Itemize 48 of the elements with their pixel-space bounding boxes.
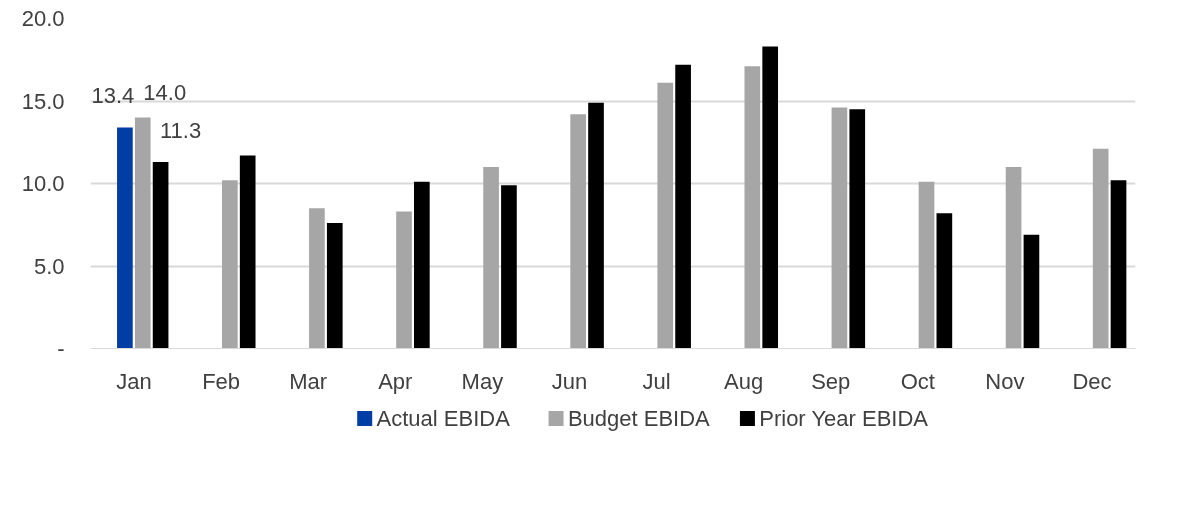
bar	[117, 127, 133, 349]
bar	[675, 64, 691, 349]
x-tick-label: May	[461, 368, 504, 394]
bar	[762, 46, 779, 349]
bar	[1110, 180, 1127, 349]
bar	[1023, 234, 1040, 349]
bar	[326, 223, 343, 349]
bar	[744, 66, 761, 349]
bar	[501, 185, 517, 349]
y-tick-label: 20.0	[21, 6, 65, 31]
bar	[849, 109, 866, 349]
x-tick-label: Jun	[551, 368, 588, 394]
x-tick-label: Nov	[985, 368, 1025, 394]
bar	[1092, 148, 1109, 349]
bar	[483, 167, 499, 349]
bar	[134, 117, 151, 349]
bar	[936, 213, 953, 349]
x-tick-label: Aug	[724, 368, 764, 394]
data-label: 11.3	[160, 118, 202, 144]
x-tick-label: Jul	[642, 368, 671, 394]
bar	[918, 181, 935, 349]
x-tick-label: Mar	[289, 368, 328, 394]
x-tick-label: Oct	[900, 368, 935, 394]
data-label: 14.0	[143, 79, 187, 105]
legend-label: Budget EBIDA	[567, 406, 711, 431]
y-tick-label: 15.0	[21, 88, 65, 114]
bar	[309, 208, 325, 349]
bar	[239, 155, 256, 349]
bar	[657, 82, 674, 349]
bar	[396, 211, 412, 349]
x-tick-label: Dec	[1072, 368, 1112, 394]
x-tick-label: Sep	[811, 368, 851, 394]
bar	[570, 114, 586, 349]
bar	[152, 162, 169, 349]
y-tick-label: 5.0	[33, 253, 65, 279]
bar	[414, 181, 430, 349]
y-tick-label: -	[57, 336, 65, 361]
data-label: 13.4	[91, 83, 135, 109]
legend-label: Prior Year EBIDA	[759, 406, 929, 431]
bar	[222, 180, 238, 349]
bar	[831, 107, 848, 349]
x-tick-label: Apr	[378, 368, 413, 394]
legend-label: Actual EBIDA	[376, 406, 511, 431]
bar	[1005, 167, 1022, 349]
bar	[588, 102, 604, 349]
x-tick-label: Jan	[116, 368, 152, 394]
y-tick-label: 10.0	[21, 171, 65, 196]
x-tick-label: Feb	[202, 368, 241, 394]
